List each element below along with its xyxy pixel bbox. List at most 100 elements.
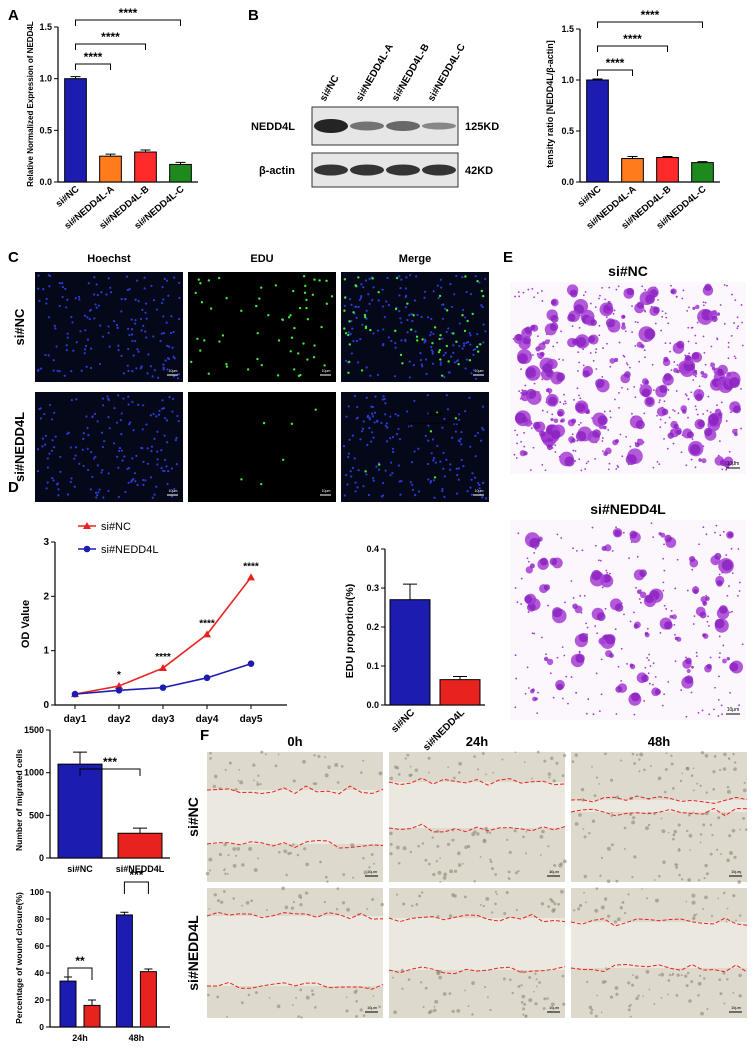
cell-texture	[667, 993, 669, 996]
nucleus-dot	[145, 423, 148, 426]
x-tick-label: day1	[64, 714, 87, 725]
stained-speck	[644, 666, 647, 669]
nucleus-dot	[445, 458, 448, 461]
cell-texture	[627, 893, 630, 896]
nucleus-dot	[404, 338, 407, 341]
edu-dot	[313, 278, 316, 281]
nucleus-dot	[431, 362, 435, 365]
stained-speck	[665, 316, 668, 319]
stained-speck	[572, 547, 574, 550]
wound-edge-line	[206, 911, 384, 920]
cell-texture	[619, 906, 623, 910]
stained-speck	[730, 411, 732, 414]
nucleus-dot	[140, 365, 143, 369]
panel-label-C: C	[8, 249, 19, 266]
nucleus-dot	[37, 274, 40, 277]
nucleus-dot	[50, 449, 54, 452]
nucleus-dot	[136, 348, 139, 351]
nucleus-dot	[133, 472, 137, 475]
stained-speck	[533, 296, 536, 299]
y-tick-label: 1.5	[39, 22, 52, 32]
stained-cell	[592, 429, 601, 438]
nucleus-dot	[126, 288, 129, 292]
stained-speck	[613, 309, 616, 312]
edu-dot	[225, 296, 228, 300]
stained-speck	[663, 604, 666, 607]
stained-speck	[710, 362, 713, 365]
cell-texture	[448, 914, 453, 918]
stained-speck	[705, 376, 707, 379]
cell-texture	[642, 995, 645, 998]
cell-texture	[731, 828, 736, 833]
stained-speck	[673, 410, 676, 413]
stained-speck	[540, 372, 543, 375]
nucleus-dot	[87, 282, 90, 285]
nucleus-dot	[460, 458, 463, 462]
nucleus-dot	[156, 463, 159, 466]
edu-dot	[394, 329, 397, 333]
cell-texture	[457, 851, 461, 856]
nucleus-dot	[74, 454, 77, 457]
wound-edge-line	[388, 823, 566, 833]
cell-texture	[511, 991, 514, 995]
stained-speck	[728, 585, 730, 587]
cell-texture	[610, 778, 614, 782]
cell-texture	[658, 874, 661, 878]
error-bar	[453, 676, 467, 680]
stained-speck	[672, 442, 675, 445]
stained-speck	[646, 656, 649, 659]
cell-texture	[552, 779, 556, 783]
stained-cell	[714, 618, 725, 629]
nucleus-dot	[404, 295, 407, 299]
stained-speck	[632, 415, 635, 418]
stained-speck	[520, 440, 523, 443]
stained-speck	[676, 558, 679, 561]
nucleus-dot	[410, 424, 413, 428]
nucleus-dot	[88, 309, 91, 312]
blot-size-label: 42KD	[465, 165, 493, 177]
nucleus-dot	[121, 459, 124, 462]
edu-dot	[276, 374, 280, 377]
stained-speck	[523, 445, 526, 448]
stained-speck	[697, 711, 700, 714]
cell-texture	[362, 856, 365, 860]
cell-texture	[283, 849, 288, 854]
edu-dot	[207, 372, 210, 375]
nucleus-dot	[130, 333, 134, 336]
cell-texture	[584, 901, 587, 904]
nucleus-dot	[415, 275, 418, 278]
nucleus-dot	[162, 407, 166, 410]
error-bar	[120, 911, 129, 915]
stained-speck	[577, 351, 580, 354]
cell-texture	[404, 757, 407, 760]
stained-speck	[718, 656, 721, 659]
nucleus-dot	[343, 304, 346, 307]
stained-speck	[617, 285, 620, 288]
stained-speck	[587, 460, 590, 463]
cell-texture	[324, 756, 327, 759]
stained-speck	[726, 461, 729, 464]
cell-texture	[305, 995, 310, 1000]
nucleus-dot	[390, 461, 393, 464]
cell-texture	[700, 751, 705, 755]
nucleus-dot	[44, 353, 47, 357]
significance-mark: ****	[155, 652, 171, 663]
cell-texture	[739, 872, 742, 875]
nucleus-dot	[95, 306, 98, 309]
nucleus-dot	[86, 338, 90, 341]
cell-texture	[462, 862, 464, 865]
cell-texture	[362, 759, 365, 762]
cell-texture	[411, 904, 414, 907]
stained-speck	[658, 401, 661, 404]
cell-texture	[699, 974, 702, 977]
cell-texture	[212, 784, 217, 788]
cell-texture	[742, 788, 747, 793]
stained-cell	[517, 353, 528, 364]
stained-speck	[636, 459, 638, 462]
stained-cell	[607, 300, 611, 305]
cell-texture	[447, 766, 450, 769]
cell-texture	[433, 1008, 437, 1013]
nucleus-dot	[47, 354, 50, 357]
edu-dot	[221, 334, 225, 337]
stained-speck	[599, 294, 601, 297]
